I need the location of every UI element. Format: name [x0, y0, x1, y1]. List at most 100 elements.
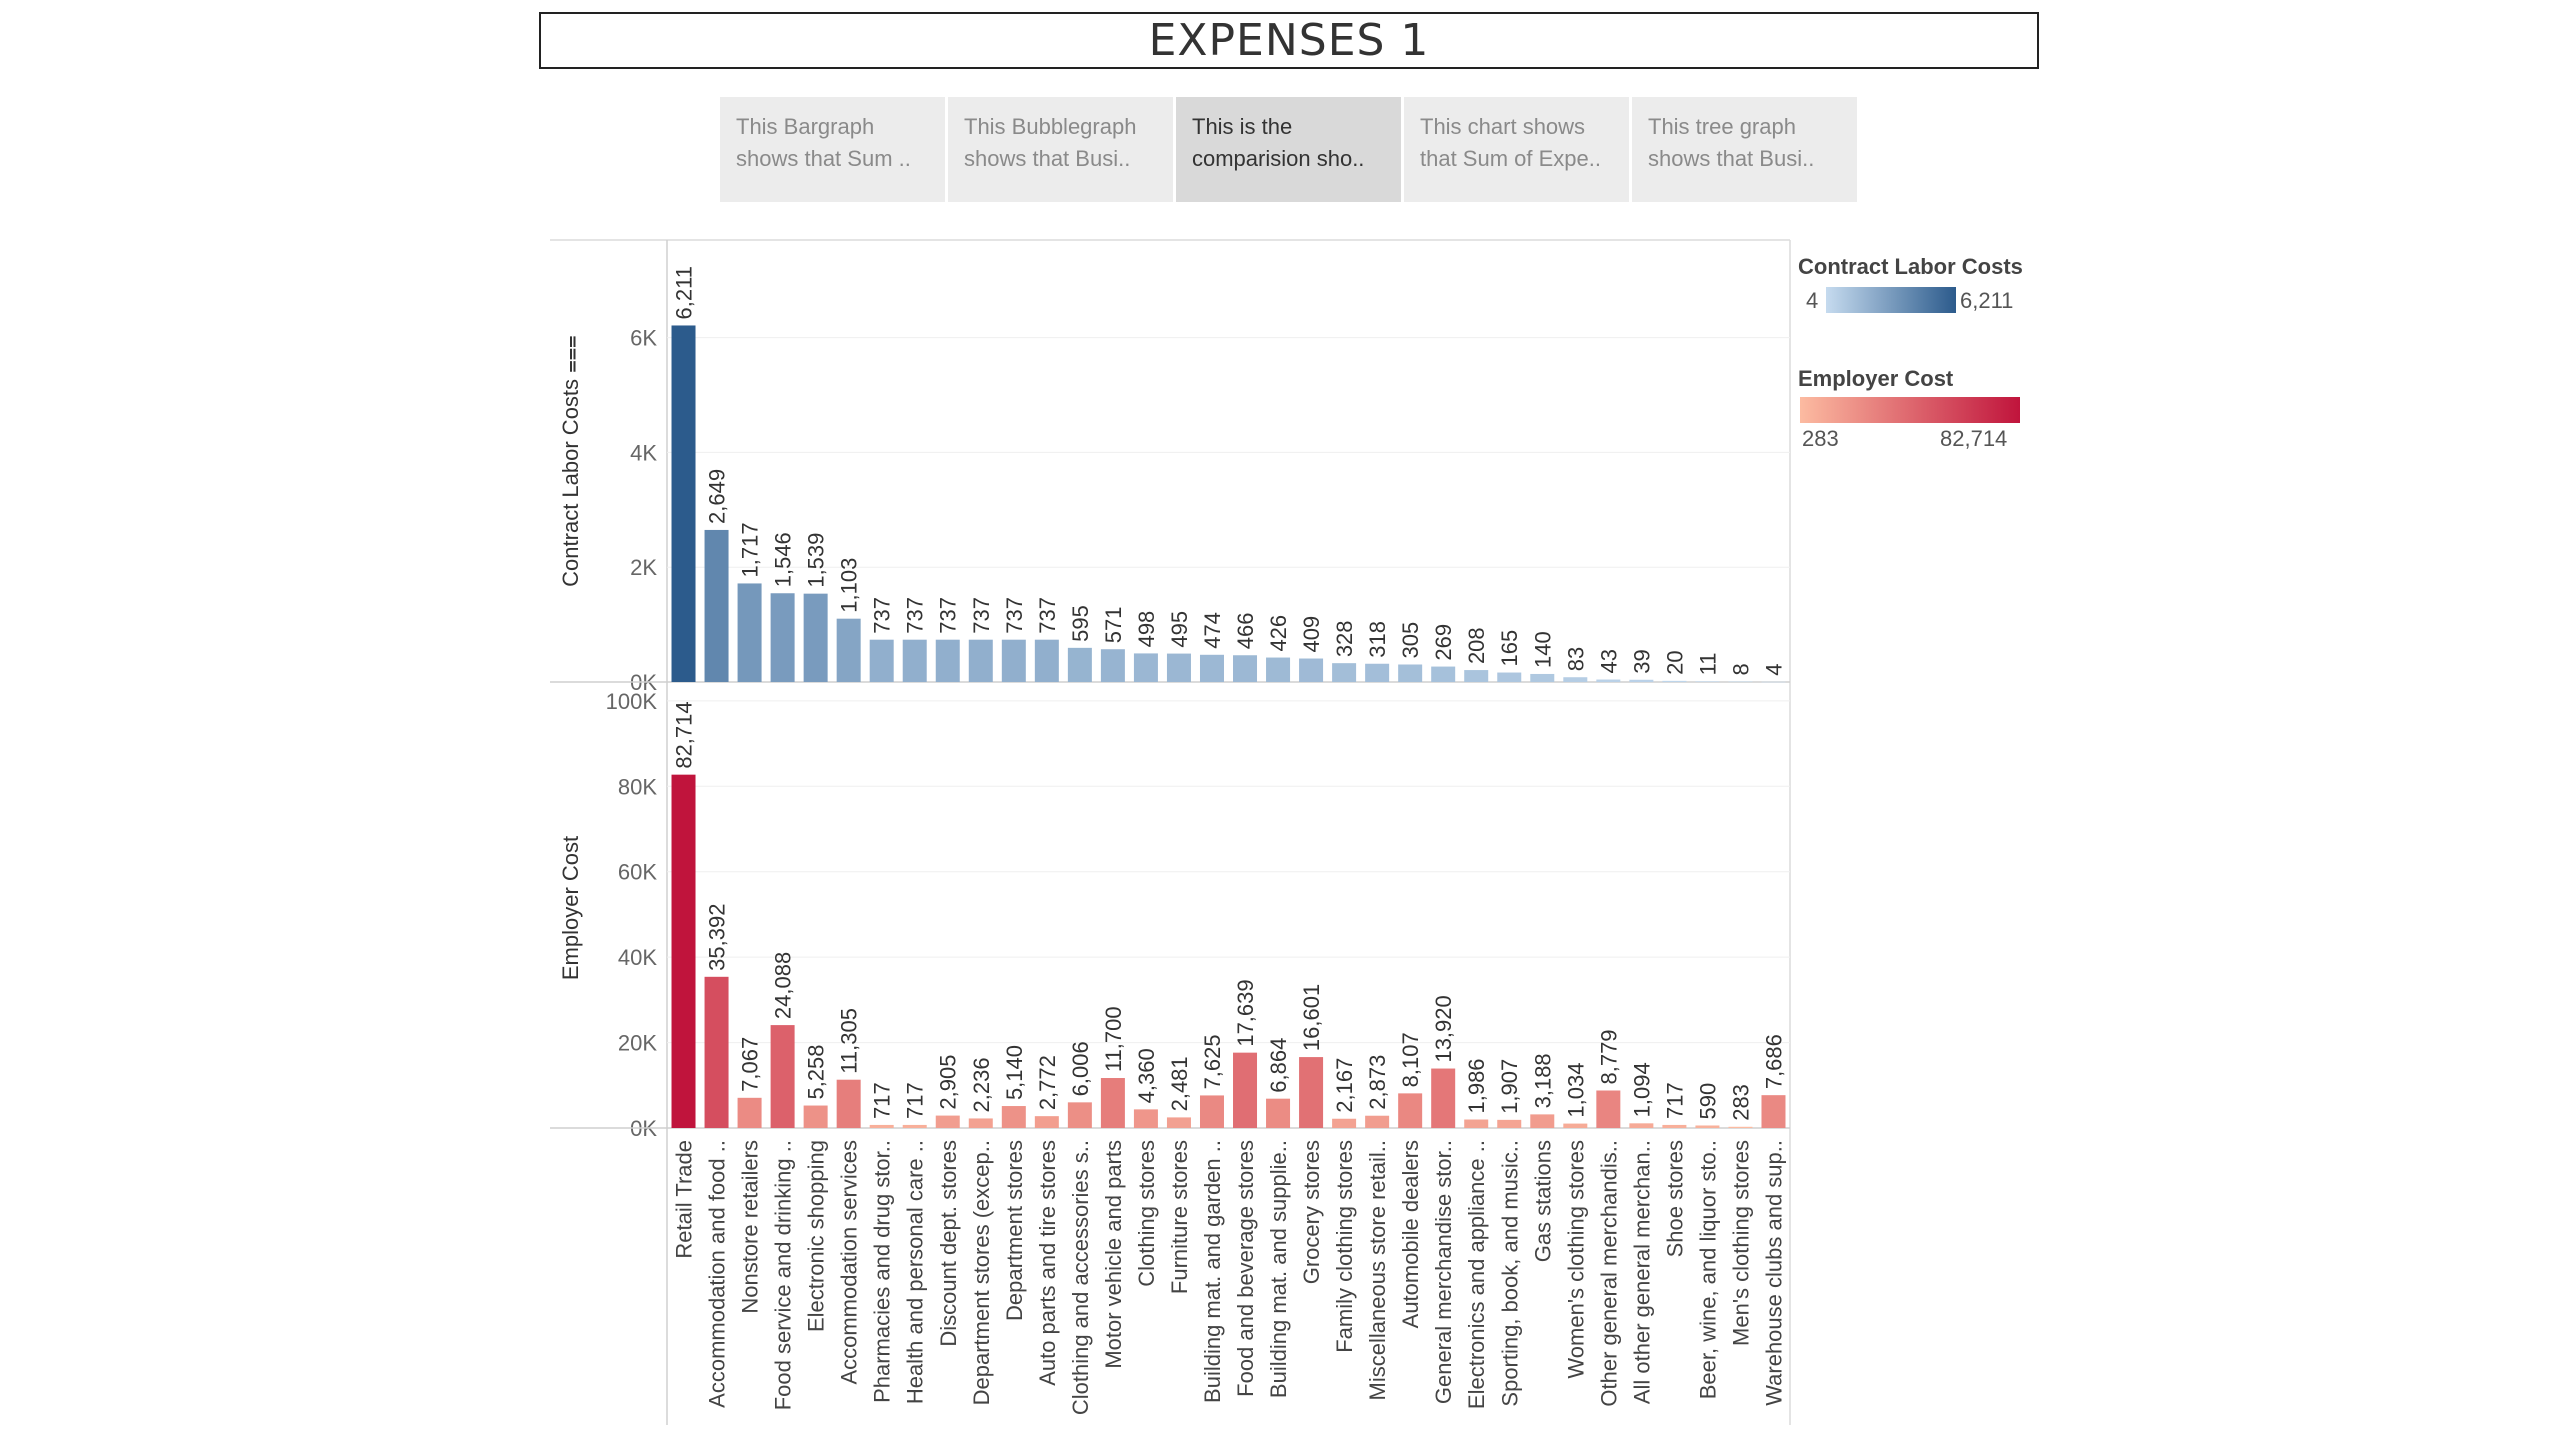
bar-employer: [671, 774, 696, 1128]
bar-employer: [1398, 1093, 1423, 1128]
data-label-employer: 2,167: [1332, 1058, 1357, 1113]
data-label-employer: 7,625: [1200, 1034, 1225, 1089]
data-label-contract: 571: [1101, 607, 1126, 644]
bar-contract: [671, 325, 696, 682]
bar-contract: [1662, 680, 1687, 682]
legend-contract-min: 4: [1806, 288, 1819, 313]
bar-employer: [1332, 1118, 1357, 1128]
data-label-employer: 24,088: [771, 952, 796, 1019]
data-label-contract: 83: [1563, 647, 1588, 671]
bar-employer: [1530, 1114, 1555, 1128]
data-label-contract: 4: [1761, 664, 1786, 676]
data-label-employer: 1,907: [1497, 1059, 1522, 1114]
data-label-employer: 2,873: [1365, 1055, 1390, 1110]
tab-line-1: This Bargraph: [736, 114, 875, 139]
bar-contract: [1563, 677, 1588, 682]
category-label: Building mat. and supplie..: [1266, 1140, 1291, 1398]
bar-contract: [869, 639, 894, 682]
bar-contract: [1034, 639, 1059, 682]
story-tab-bubblegraph[interactable]: This Bubblegraph shows that Busi..: [948, 97, 1173, 202]
data-label-employer: 8,107: [1398, 1032, 1423, 1087]
y-axis-title: Employer Cost: [558, 836, 583, 980]
data-label-employer: 2,905: [936, 1055, 961, 1110]
data-label-contract: 737: [1002, 597, 1027, 634]
data-label-employer: 590: [1695, 1083, 1720, 1120]
category-label: Sporting, book, and music..: [1497, 1140, 1522, 1407]
bar-employer: [1166, 1117, 1191, 1128]
data-label-employer: 717: [903, 1082, 928, 1119]
category-label: Food and beverage stores: [1233, 1140, 1258, 1397]
tab-line-2: shows that Sum ..: [736, 146, 911, 171]
data-label-employer: 8,779: [1596, 1029, 1621, 1084]
y-tick-label: 60K: [618, 860, 657, 885]
bar-employer: [737, 1097, 762, 1128]
tab-line-2: shows that Busi..: [964, 146, 1131, 171]
data-label-contract: 498: [1134, 611, 1159, 648]
category-label: Other general merchandis..: [1596, 1140, 1621, 1407]
legend-employer-gradient: [1800, 397, 2020, 423]
y-axis-title: Contract Labor Costs ⩶: [558, 335, 583, 587]
data-label-contract: 2,649: [705, 469, 730, 524]
bar-contract: [1596, 679, 1621, 682]
category-label: Accommodation and food ..: [705, 1140, 730, 1408]
bar-contract: [1365, 663, 1390, 682]
y-tick-label: 6K: [630, 326, 657, 351]
bar-contract: [1299, 658, 1324, 682]
data-label-contract: 6,211: [672, 266, 697, 319]
data-label-employer: 5,140: [1002, 1045, 1027, 1100]
data-label-contract: 1,546: [771, 532, 796, 587]
data-label-employer: 717: [870, 1082, 895, 1119]
bar-contract: [902, 639, 927, 682]
y-tick-label: 40K: [618, 945, 657, 970]
story-tab-bargraph[interactable]: This Bargraph shows that Sum ..: [720, 97, 945, 202]
category-label: Motor vehicle and parts: [1101, 1140, 1126, 1369]
data-label-contract: 305: [1398, 622, 1423, 659]
data-label-employer: 2,481: [1167, 1056, 1192, 1111]
bar-employer: [1629, 1123, 1654, 1128]
bar-contract: [1332, 663, 1357, 682]
data-label-contract: 1,717: [738, 522, 763, 577]
dashboard-title: EXPENSES 1: [539, 12, 2039, 69]
data-label-contract: 140: [1530, 631, 1555, 668]
legend-employer-min: 283: [1802, 426, 1839, 451]
data-label-employer: 17,639: [1233, 979, 1258, 1046]
story-tab-comparison[interactable]: This is the comparision sho..: [1176, 97, 1401, 202]
data-label-contract: 426: [1266, 615, 1291, 652]
bar-contract: [1233, 655, 1258, 682]
bar-contract: [1199, 654, 1224, 682]
bar-contract: [836, 618, 861, 682]
category-label: Men's clothing stores: [1728, 1140, 1753, 1346]
bar-contract: [1266, 657, 1291, 682]
story-tab-expense-chart[interactable]: This chart shows that Sum of Expe..: [1404, 97, 1629, 202]
data-label-employer: 1,034: [1563, 1063, 1588, 1118]
bar-employer: [1695, 1125, 1720, 1128]
bar-employer: [1133, 1109, 1158, 1128]
bar-employer: [1067, 1102, 1092, 1128]
bar-contract: [1398, 664, 1423, 682]
category-label: Warehouse clubs and sup..: [1761, 1140, 1786, 1406]
y-tick-label: 20K: [618, 1031, 657, 1056]
category-label: Clothing stores: [1134, 1140, 1159, 1287]
data-label-contract: 318: [1365, 621, 1390, 658]
data-label-employer: 1,986: [1464, 1058, 1489, 1113]
story-tab-tree-graph[interactable]: This tree graph shows that Busi..: [1632, 97, 1857, 202]
data-label-contract: 39: [1629, 649, 1654, 673]
data-label-employer: 4,360: [1134, 1048, 1159, 1103]
dashboard-title-text: EXPENSES 1: [1148, 15, 1430, 66]
category-label: Health and personal care ..: [903, 1140, 928, 1404]
bar-contract: [1001, 639, 1026, 682]
data-label-employer: 2,772: [1035, 1055, 1060, 1110]
bar-employer: [1563, 1123, 1588, 1128]
data-label-employer: 2,236: [969, 1057, 994, 1112]
bar-contract: [704, 529, 729, 682]
y-tick-label: 100K: [606, 689, 658, 714]
bar-employer: [1100, 1078, 1125, 1128]
category-label: Pharmacies and drug stor..: [870, 1140, 895, 1403]
data-label-contract: 20: [1662, 650, 1687, 674]
data-label-contract: 1,539: [804, 533, 829, 588]
data-label-employer: 16,601: [1299, 984, 1324, 1051]
category-label: Grocery stores: [1299, 1140, 1324, 1284]
data-label-contract: 737: [903, 597, 928, 634]
tab-line-1: This tree graph: [1648, 114, 1796, 139]
data-label-employer: 82,714: [672, 701, 697, 768]
